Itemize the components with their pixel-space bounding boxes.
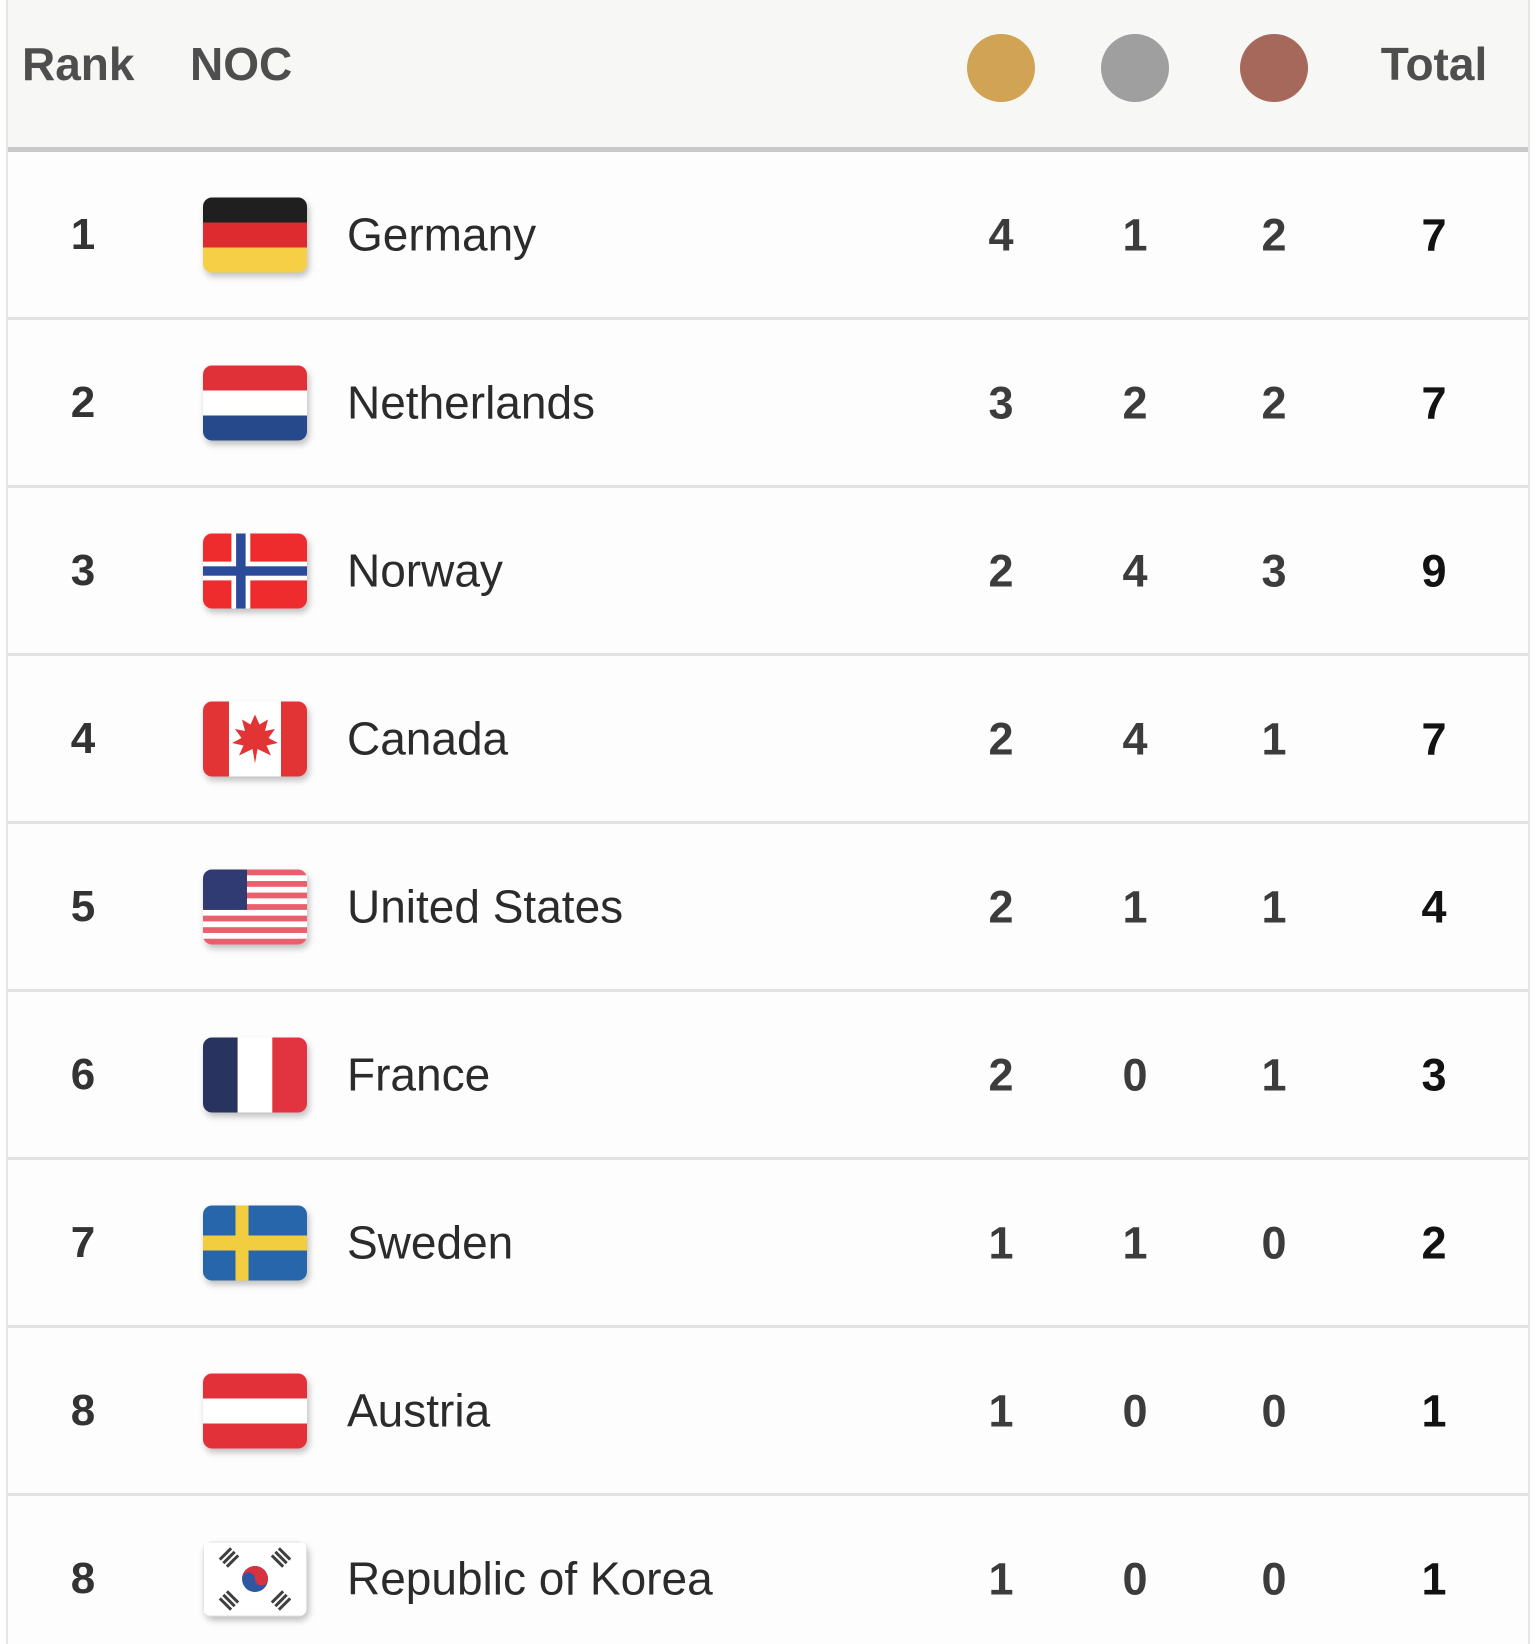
flag-sweden-icon	[203, 1205, 307, 1280]
bronze-medal-icon	[1240, 34, 1308, 102]
bronze-count: 1	[1261, 1048, 1287, 1100]
gold-count: 2	[988, 1048, 1014, 1100]
silver-medal-icon	[1101, 34, 1169, 102]
table-row[interactable]: 4 Canada 2 4 1 7	[8, 656, 1528, 824]
bronze-count: 0	[1261, 1384, 1287, 1436]
rank-cell: 7	[70, 1217, 96, 1267]
total-count: 1	[1421, 1384, 1447, 1436]
bronze-count: 3	[1261, 544, 1287, 596]
flag-germany-icon	[203, 197, 307, 272]
rank-cell: 4	[70, 713, 96, 763]
country-name[interactable]: Norway	[347, 544, 503, 597]
table-row[interactable]: 6 France 2 0 1 3	[8, 992, 1528, 1160]
bronze-count: 0	[1261, 1552, 1287, 1604]
flag-norway-icon	[203, 533, 307, 608]
bronze-count: 1	[1261, 712, 1287, 764]
table-row[interactable]: 8 Austria 1 0 0 1	[8, 1328, 1528, 1496]
flag-netherlands-icon	[203, 365, 307, 440]
country-name[interactable]: Germany	[347, 208, 537, 261]
country-name[interactable]: United States	[347, 880, 624, 933]
rank-cell: 5	[70, 881, 96, 931]
flag-republic-of-korea-icon	[203, 1541, 307, 1616]
table-row[interactable]: 7 Sweden 1 1 0 2	[8, 1160, 1528, 1328]
gold-count: 3	[988, 376, 1014, 428]
gold-count: 2	[988, 712, 1014, 764]
rank-cell: 8	[70, 1553, 96, 1603]
gold-count: 1	[988, 1384, 1014, 1436]
silver-count: 4	[1122, 544, 1148, 596]
silver-count: 0	[1122, 1384, 1148, 1436]
rank-cell: 8	[70, 1385, 96, 1435]
country-name[interactable]: Republic of Korea	[347, 1552, 713, 1605]
total-count: 1	[1421, 1552, 1447, 1604]
flag-united-states-icon	[203, 869, 307, 944]
gold-count: 4	[988, 208, 1014, 260]
bronze-count: 2	[1261, 376, 1287, 428]
table-row[interactable]: 1 Germany 4 1 2 7	[8, 152, 1528, 320]
gold-count: 2	[988, 880, 1014, 932]
total-count: 4	[1421, 880, 1447, 932]
silver-count: 1	[1122, 880, 1148, 932]
medal-table-body: 1 Germany 4 1 2 7 2 Netherlands 3 2 2 7 3 Norway 2 4 3 9 4…	[8, 152, 1528, 1644]
silver-count: 1	[1122, 1216, 1148, 1268]
country-name[interactable]: Austria	[347, 1384, 491, 1437]
silver-count: 0	[1122, 1048, 1148, 1100]
rank-cell: 1	[70, 209, 96, 259]
total-count: 7	[1421, 208, 1447, 260]
bronze-count: 2	[1261, 208, 1287, 260]
silver-count: 4	[1122, 712, 1148, 764]
total-count: 9	[1421, 544, 1447, 596]
total-header: Total	[1380, 38, 1488, 90]
medal-table: Rank NOC Total 1 Germany 4 1 2 7 2 Netherlands 3…	[6, 0, 1530, 1644]
flag-france-icon	[203, 1037, 307, 1112]
rank-cell: 2	[70, 377, 96, 427]
rank-header: Rank	[22, 38, 135, 90]
gold-medal-icon	[967, 34, 1035, 102]
silver-count: 1	[1122, 208, 1148, 260]
table-row[interactable]: 8 Republic of Korea 1 0 0 1	[8, 1496, 1528, 1644]
country-name[interactable]: France	[347, 1048, 491, 1101]
bronze-count: 1	[1261, 880, 1287, 932]
silver-count: 2	[1122, 376, 1148, 428]
total-count: 7	[1421, 376, 1447, 428]
table-row[interactable]: 2 Netherlands 3 2 2 7	[8, 320, 1528, 488]
flag-austria-icon	[203, 1373, 307, 1448]
country-name[interactable]: Netherlands	[347, 376, 596, 429]
gold-count: 1	[988, 1552, 1014, 1604]
noc-header: NOC	[190, 38, 293, 90]
bronze-count: 0	[1261, 1216, 1287, 1268]
country-name[interactable]: Canada	[347, 712, 509, 765]
gold-count: 2	[988, 544, 1014, 596]
silver-count: 0	[1122, 1552, 1148, 1604]
total-count: 3	[1421, 1048, 1447, 1100]
gold-count: 1	[988, 1216, 1014, 1268]
medal-table-header: Rank NOC Total	[8, 0, 1528, 152]
table-row[interactable]: 3 Norway 2 4 3 9	[8, 488, 1528, 656]
total-count: 7	[1421, 712, 1447, 764]
total-count: 2	[1421, 1216, 1447, 1268]
rank-cell: 6	[70, 1049, 96, 1099]
flag-canada-icon	[203, 701, 307, 776]
table-row[interactable]: 5 United States 2 1 1 4	[8, 824, 1528, 992]
country-name[interactable]: Sweden	[347, 1216, 514, 1269]
rank-cell: 3	[70, 545, 96, 595]
